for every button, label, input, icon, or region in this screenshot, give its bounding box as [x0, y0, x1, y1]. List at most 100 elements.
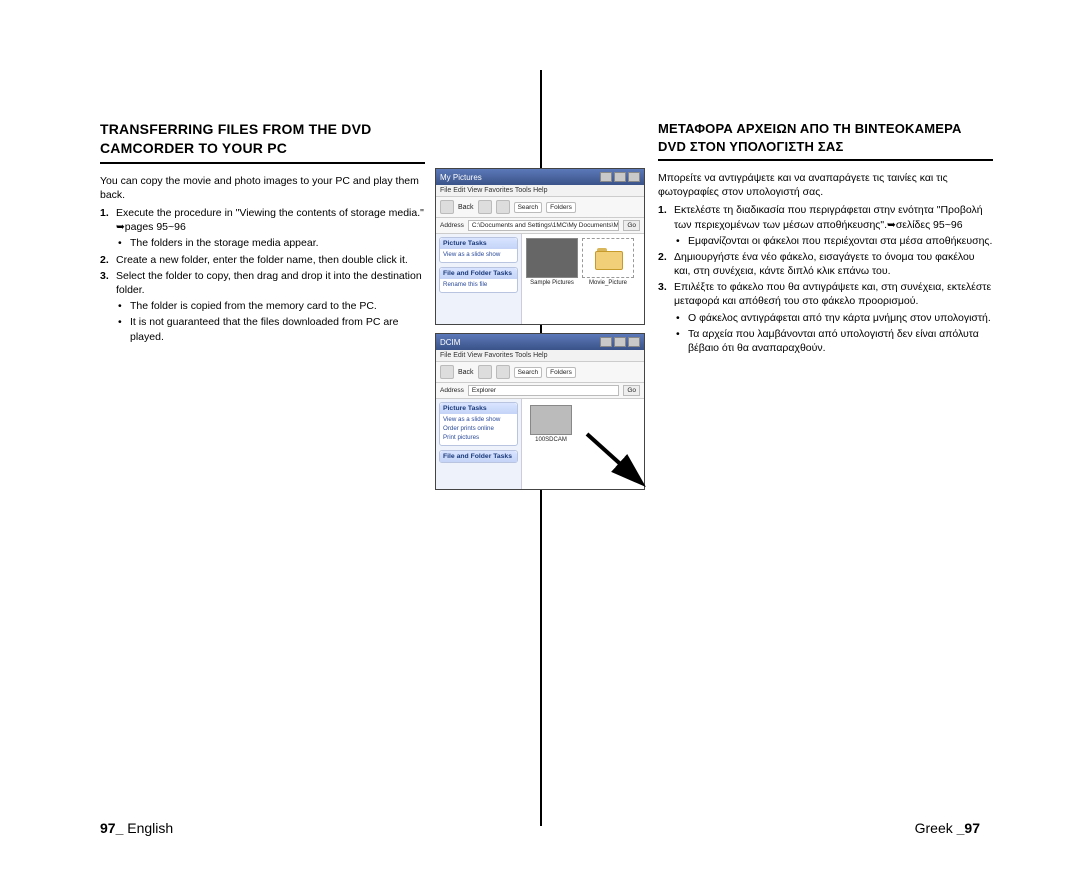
thumbnail-icon [530, 405, 572, 435]
window-controls [600, 172, 640, 182]
right-step-1: 1. Εκτελέστε τη διαδικασία που περιγράφε… [658, 203, 993, 248]
sub-item: Ο φάκελος αντιγράφεται από την κάρτα μνή… [674, 311, 993, 325]
right-step-3: 3. Επιλέξτε το φάκελο που θα αντιγράψετε… [658, 280, 993, 355]
window-titlebar: DCIM [436, 334, 644, 350]
left-step-2: 2. Create a new folder, enter the folder… [100, 253, 425, 267]
address-bar: Address C:\Documents and Settings\1MC\My… [436, 218, 644, 234]
panel-item: Rename this file [443, 281, 514, 289]
page-footer: 97_ English Greek _97 [100, 820, 980, 836]
figure-stack: My Pictures File Edit View Favorites Too… [435, 168, 645, 498]
thumbnail-label: Movie_Picture [582, 280, 634, 286]
toolbar: Back Search Folders [436, 197, 644, 218]
toolbar: Back Search Folders [436, 362, 644, 383]
panel-header: Picture Tasks [440, 238, 517, 249]
left-step-3: 3. Select the folder to copy, then drag … [100, 269, 425, 344]
forward-icon [478, 365, 492, 379]
address-label: Address [440, 222, 464, 229]
left-step-1: 1. Execute the procedure in "Viewing the… [100, 206, 425, 251]
screenshot-my-pictures: My Pictures File Edit View Favorites Too… [435, 168, 645, 325]
right-column: ΜΕΤΑΦΟΡΑ ΑΡΧΕΙΩΝ ΑΠΟ ΤΗ ΒΙΝΤΕΟΚΑΜΕΡΑ DVD… [658, 120, 993, 357]
thumbnail-item: Movie_Picture [582, 238, 634, 286]
step-text: Create a new folder, enter the folder na… [116, 254, 408, 266]
minimize-icon [600, 172, 612, 182]
right-heading: ΜΕΤΑΦΟΡΑ ΑΡΧΕΙΩΝ ΑΠΟ ΤΗ ΒΙΝΤΕΟΚΑΜΕΡΑ DVD… [658, 120, 993, 161]
step-number: 3. [658, 280, 667, 294]
window-titlebar: My Pictures [436, 169, 644, 185]
maximize-icon [614, 172, 626, 182]
step-number: 3. [100, 269, 109, 283]
sub-list: The folder is copied from the memory car… [116, 299, 425, 344]
window-controls [600, 337, 640, 347]
go-button: Go [623, 220, 640, 231]
sub-item: The folders in the storage media appear. [116, 236, 425, 250]
maximize-icon [614, 337, 626, 347]
panel-item: Print pictures [443, 434, 514, 442]
thumbnail-item: Sample Pictures [526, 238, 578, 286]
menu-bar: File Edit View Favorites Tools Help [436, 350, 644, 362]
sub-list: Εμφανίζονται οι φάκελοι που περιέχονται … [674, 234, 993, 248]
step-number: 2. [658, 250, 667, 264]
folders-button: Folders [546, 202, 576, 213]
step-text: Εκτελέστε τη διαδικασία που περιγράφεται… [674, 204, 983, 230]
footer-left: 97_ English [100, 820, 173, 836]
forward-icon [478, 200, 492, 214]
step-text: Execute the procedure in "Viewing the co… [116, 207, 424, 233]
manual-page: TRANSFERRING FILES FROM THE DVD CAMCORDE… [0, 0, 1080, 886]
folders-button: Folders [546, 367, 576, 378]
address-field: C:\Documents and Settings\1MC\My Documen… [468, 220, 619, 231]
sub-list: Ο φάκελος αντιγράφεται από την κάρτα μνή… [674, 311, 993, 356]
sub-item: Τα αρχεία που λαμβάνονται από υπολογιστή… [674, 327, 993, 355]
close-icon [628, 337, 640, 347]
up-icon [496, 200, 510, 214]
window-title: My Pictures [440, 173, 482, 182]
step-text: Επιλέξτε το φάκελο που θα αντιγράψετε κα… [674, 281, 991, 307]
panel-header: File and Folder Tasks [440, 451, 517, 462]
panel-header: Picture Tasks [440, 403, 517, 414]
address-label: Address [440, 387, 464, 394]
footer-right: Greek _97 [915, 820, 980, 836]
panel-body: Rename this file [440, 279, 517, 292]
drag-arrow-icon [582, 429, 652, 489]
screenshot-dcim: DCIM File Edit View Favorites Tools Help… [435, 333, 645, 490]
picture-tasks-panel: Picture Tasks View as a slide show Order… [439, 402, 518, 446]
panel-body: View as a slide show [440, 249, 517, 262]
step-text: Select the folder to copy, then drag and… [116, 270, 422, 296]
file-folder-tasks-panel: File and Folder Tasks [439, 450, 518, 463]
step-number: 1. [658, 203, 667, 217]
sidebar: Picture Tasks View as a slide show File … [436, 234, 522, 324]
file-folder-tasks-panel: File and Folder Tasks Rename this file [439, 267, 518, 293]
window-title: DCIM [440, 338, 460, 347]
back-label: Back [458, 369, 474, 376]
folder-glyph-icon [595, 248, 621, 268]
content-pane: Sample Pictures Movie_Picture [522, 234, 644, 324]
step-number: 2. [100, 253, 109, 267]
lang-label-right: Greek [915, 820, 957, 836]
left-column: TRANSFERRING FILES FROM THE DVD CAMCORDE… [100, 120, 425, 346]
sidebar: Picture Tasks View as a slide show Order… [436, 399, 522, 489]
panel-item: View as a slide show [443, 251, 514, 259]
thumbnail-label: Sample Pictures [526, 280, 578, 286]
left-steps: 1. Execute the procedure in "Viewing the… [100, 206, 425, 344]
page-number-left: 97_ [100, 820, 123, 836]
step-text: Δημιουργήστε ένα νέο φάκελο, εισαγάγετε … [674, 251, 975, 277]
page-number-right: _97 [957, 820, 980, 836]
sub-item: The folder is copied from the memory car… [116, 299, 425, 313]
sub-item: Εμφανίζονται οι φάκελοι που περιέχονται … [674, 234, 993, 248]
search-button: Search [514, 202, 543, 213]
address-field: Explorer [468, 385, 619, 396]
right-steps: 1. Εκτελέστε τη διαδικασία που περιγράφε… [658, 203, 993, 355]
menu-bar: File Edit View Favorites Tools Help [436, 185, 644, 197]
address-bar: Address Explorer Go [436, 383, 644, 399]
panel-item: View as a slide show [443, 416, 514, 424]
back-icon [440, 365, 454, 379]
lang-label-left: English [123, 820, 173, 836]
step-number: 1. [100, 206, 109, 220]
folder-icon [582, 238, 634, 278]
picture-tasks-panel: Picture Tasks View as a slide show [439, 237, 518, 263]
window-body: Picture Tasks View as a slide show File … [436, 234, 644, 324]
close-icon [628, 172, 640, 182]
up-icon [496, 365, 510, 379]
sub-list: The folders in the storage media appear. [116, 236, 425, 250]
back-label: Back [458, 204, 474, 211]
left-heading: TRANSFERRING FILES FROM THE DVD CAMCORDE… [100, 120, 425, 164]
